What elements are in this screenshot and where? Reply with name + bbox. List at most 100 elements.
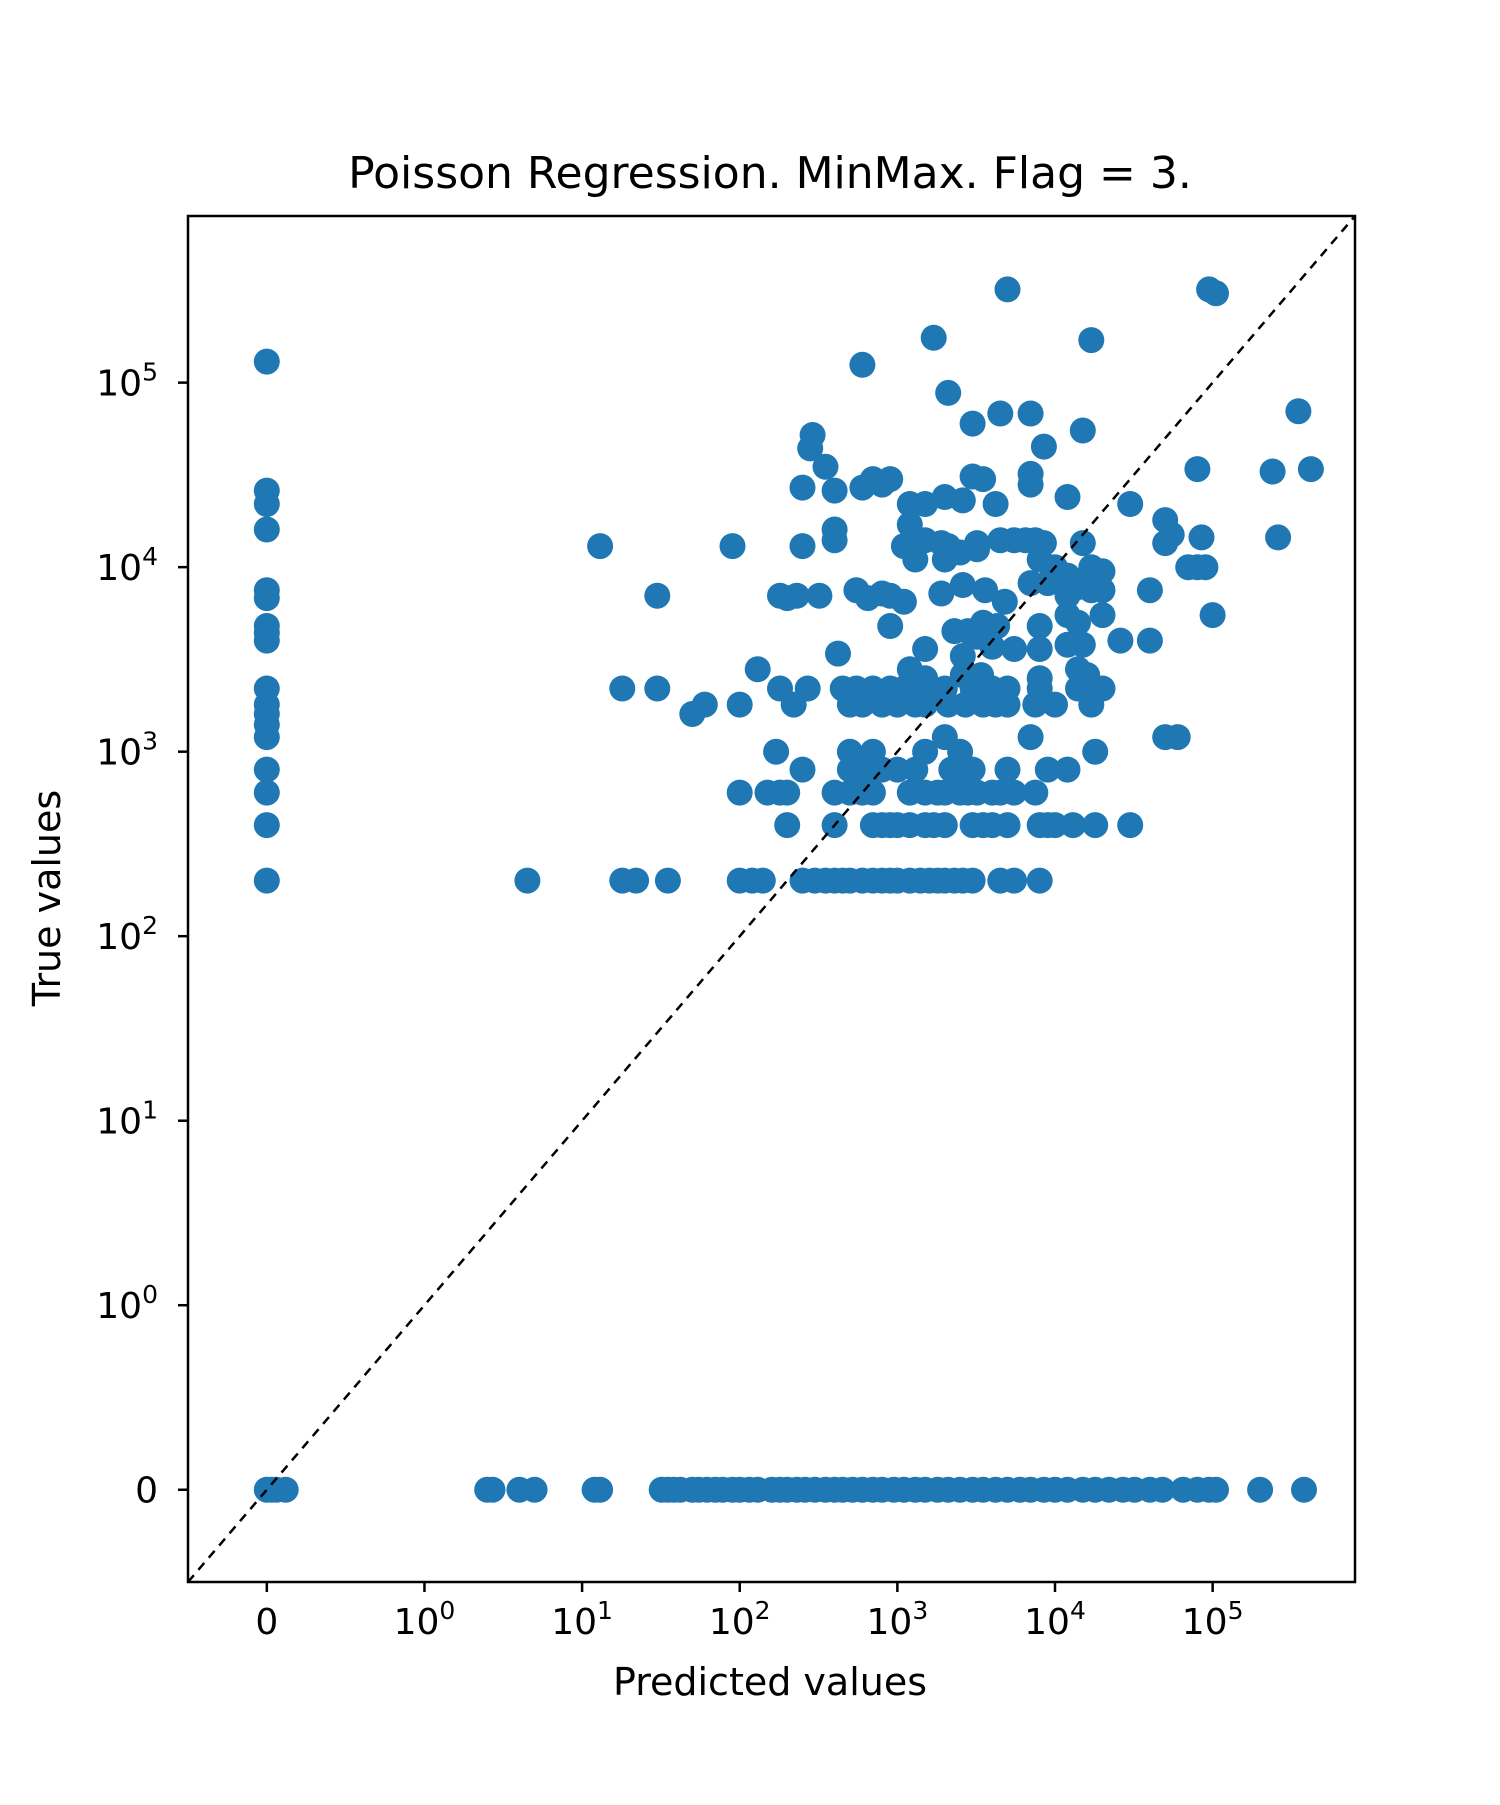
data-point	[1001, 867, 1028, 894]
x-tick-label: 100	[394, 1596, 456, 1643]
y-tick-label: 100	[96, 1280, 158, 1327]
data-point	[253, 867, 280, 894]
data-point	[253, 756, 280, 783]
data-point	[719, 533, 746, 560]
data-point	[912, 491, 939, 517]
data-point	[1082, 812, 1109, 839]
data-point	[849, 351, 876, 378]
y-tick-label: 101	[96, 1096, 158, 1143]
data-point	[1247, 1476, 1274, 1503]
data-point	[789, 474, 816, 501]
data-point	[272, 1476, 299, 1503]
data-point	[767, 675, 793, 702]
data-point	[931, 812, 958, 839]
data-point	[1149, 1476, 1176, 1503]
data-point	[1089, 577, 1116, 604]
data-point	[521, 1476, 548, 1503]
data-point	[1203, 1476, 1229, 1503]
x-axis-label: Predicted values	[613, 1660, 927, 1704]
data-point	[959, 867, 986, 894]
data-point	[1074, 662, 1101, 689]
data-point	[1069, 631, 1096, 658]
data-point	[982, 491, 1009, 517]
data-point	[1001, 779, 1028, 806]
data-point	[1164, 724, 1191, 751]
data-point	[253, 491, 280, 517]
data-point	[691, 691, 718, 718]
data-point	[1017, 460, 1044, 487]
data-point	[812, 453, 839, 480]
data-point	[994, 812, 1021, 839]
data-point	[994, 675, 1021, 702]
data-point	[1152, 507, 1179, 534]
data-point	[1017, 724, 1044, 751]
y-tick-label: 105	[96, 358, 158, 405]
data-point	[1107, 627, 1134, 654]
data-point	[991, 588, 1018, 615]
data-point	[931, 724, 958, 751]
data-point	[912, 665, 939, 692]
data-point	[1034, 756, 1061, 783]
data-point	[789, 756, 816, 783]
y-axis-label: True values	[25, 790, 69, 1007]
data-point	[1192, 554, 1219, 581]
y-tick-label: 102	[96, 911, 158, 958]
data-point	[1136, 577, 1163, 604]
data-point	[1199, 602, 1226, 629]
data-point	[836, 738, 863, 765]
data-point	[1069, 417, 1096, 444]
data-point	[1042, 691, 1068, 718]
data-point	[609, 675, 636, 702]
data-point	[1265, 524, 1292, 551]
data-point	[1026, 665, 1053, 692]
data-point	[1026, 613, 1053, 639]
data-point	[774, 779, 801, 806]
data-point	[949, 572, 976, 598]
data-point	[1082, 738, 1109, 765]
data-point	[1136, 627, 1163, 654]
data-point	[994, 276, 1021, 303]
data-point	[1203, 280, 1229, 307]
data-point	[514, 867, 541, 894]
data-point	[726, 691, 753, 718]
data-point	[964, 530, 990, 557]
data-point	[587, 533, 614, 560]
data-point	[253, 516, 280, 543]
data-point	[1117, 812, 1144, 839]
data-point	[979, 633, 1006, 660]
data-point	[1017, 400, 1044, 427]
data-point	[1060, 812, 1086, 839]
data-point	[984, 613, 1011, 639]
data-point	[920, 324, 947, 351]
data-point	[1026, 867, 1053, 894]
data-point	[644, 582, 671, 609]
y-tick-label: 103	[96, 727, 158, 774]
data-point	[994, 756, 1021, 783]
data-point	[253, 779, 280, 806]
data-point	[825, 640, 851, 667]
data-point	[1259, 458, 1286, 485]
data-point	[789, 533, 816, 560]
data-point	[1054, 484, 1081, 510]
data-point	[877, 466, 904, 493]
data-point	[253, 812, 280, 839]
x-tick-label: 103	[867, 1596, 929, 1643]
data-point	[1030, 433, 1057, 460]
data-point	[821, 516, 848, 543]
plot-frame	[186, 214, 1357, 1584]
data-point	[744, 656, 771, 683]
data-point	[253, 348, 280, 375]
data-point	[877, 613, 904, 639]
y-tick-label: 0	[135, 1471, 158, 1512]
data-point	[935, 379, 962, 406]
x-tick-label: 104	[1024, 1596, 1086, 1643]
reference-line	[187, 215, 1356, 1583]
axes: 0 100 101 102 103 104 105 0 100 101 102 103 104 105	[96, 214, 1357, 1643]
data-point	[859, 738, 886, 765]
data-point	[1297, 456, 1324, 483]
data-point	[949, 643, 976, 669]
data-point	[1285, 398, 1312, 425]
data-point	[623, 867, 650, 894]
